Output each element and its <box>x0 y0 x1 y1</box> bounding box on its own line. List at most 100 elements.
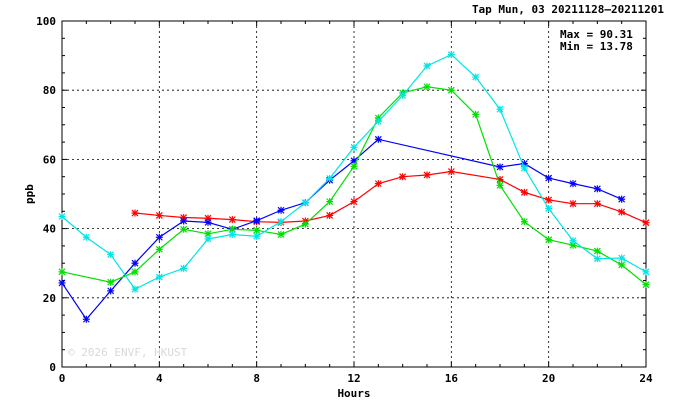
data-point <box>253 226 261 234</box>
data-point <box>520 164 528 172</box>
data-point <box>277 218 285 226</box>
data-point <box>204 218 212 226</box>
data-point <box>58 268 66 276</box>
data-point <box>82 315 90 323</box>
data-point <box>155 273 163 281</box>
max-annotation: Max = 90.31 <box>560 28 633 41</box>
x-axis-label: Hours <box>337 387 370 400</box>
data-point <box>618 208 626 216</box>
data-point <box>496 105 504 113</box>
data-point <box>569 180 577 188</box>
data-point <box>520 188 528 196</box>
series-line <box>61 86 647 286</box>
data-point <box>545 174 553 182</box>
data-point <box>545 205 553 213</box>
series-line <box>134 170 647 224</box>
x-tick-label: 4 <box>156 372 163 385</box>
data-point <box>423 62 431 70</box>
data-point <box>447 168 455 176</box>
data-point <box>618 254 626 262</box>
data-point <box>374 135 382 143</box>
series-layer <box>58 51 650 323</box>
data-point <box>131 268 139 276</box>
data-point <box>228 216 236 224</box>
data-point <box>107 251 115 259</box>
data-point <box>326 174 334 182</box>
data-point <box>277 230 285 238</box>
data-point <box>496 163 504 171</box>
data-point <box>131 285 139 293</box>
data-point <box>204 230 212 238</box>
data-point <box>593 200 601 208</box>
data-point <box>253 217 261 225</box>
y-tick-label: 60 <box>43 153 56 166</box>
data-point <box>593 247 601 255</box>
chart-title: Tap Mun, 03 20211128–20211201 <box>472 3 664 16</box>
data-point <box>569 237 577 245</box>
watermark: © 2026 ENVF, HKUST <box>68 346 188 359</box>
y-tick-label: 100 <box>36 15 56 28</box>
data-point <box>58 212 66 220</box>
data-point <box>326 198 334 206</box>
data-point <box>107 278 115 286</box>
data-point <box>155 233 163 241</box>
y-tick-label: 40 <box>43 223 56 236</box>
data-point <box>593 185 601 193</box>
data-point <box>642 219 650 227</box>
x-tick-label: 24 <box>639 372 653 385</box>
data-point <box>155 211 163 219</box>
data-point <box>593 255 601 263</box>
data-point <box>545 196 553 204</box>
data-point <box>180 217 188 225</box>
data-point <box>326 211 334 219</box>
y-tick-label: 20 <box>43 292 56 305</box>
data-point <box>374 180 382 188</box>
data-point <box>399 173 407 181</box>
data-point <box>107 287 115 295</box>
data-point <box>277 206 285 214</box>
data-point <box>228 230 236 238</box>
data-point <box>350 143 358 151</box>
data-point <box>131 209 139 217</box>
data-point <box>618 261 626 269</box>
data-point <box>472 73 480 81</box>
data-point <box>350 198 358 206</box>
data-point <box>131 259 139 267</box>
data-point <box>180 225 188 233</box>
series-3 <box>58 83 650 289</box>
data-point <box>399 91 407 99</box>
axis-ticks: 0 4 8 12 16 20 24 0 20 40 60 80 100 <box>36 15 653 385</box>
data-point <box>447 86 455 94</box>
series-2 <box>58 135 626 323</box>
data-point <box>180 264 188 272</box>
data-point <box>301 199 309 207</box>
data-point <box>447 51 455 59</box>
x-tick-label: 8 <box>253 372 260 385</box>
data-point <box>155 245 163 253</box>
y-axis-label: ppb <box>23 184 36 204</box>
data-point <box>301 220 309 228</box>
x-tick-label: 16 <box>445 372 459 385</box>
data-point <box>496 181 504 189</box>
data-point <box>204 235 212 243</box>
data-point <box>642 268 650 276</box>
data-point <box>496 175 504 183</box>
data-point <box>545 236 553 244</box>
data-point <box>520 218 528 226</box>
min-annotation: Min = 13.78 <box>560 40 633 53</box>
data-point <box>642 281 650 289</box>
data-point <box>423 83 431 91</box>
data-point <box>569 200 577 208</box>
data-point <box>374 117 382 125</box>
data-point <box>472 110 480 118</box>
data-point <box>82 233 90 241</box>
series-line <box>61 138 622 321</box>
series-4 <box>58 51 650 293</box>
x-tick-label: 20 <box>542 372 555 385</box>
data-point <box>253 232 261 240</box>
grid-lines <box>62 21 646 367</box>
x-tick-label: 12 <box>347 372 360 385</box>
data-point <box>423 171 431 179</box>
y-tick-label: 80 <box>43 84 56 97</box>
